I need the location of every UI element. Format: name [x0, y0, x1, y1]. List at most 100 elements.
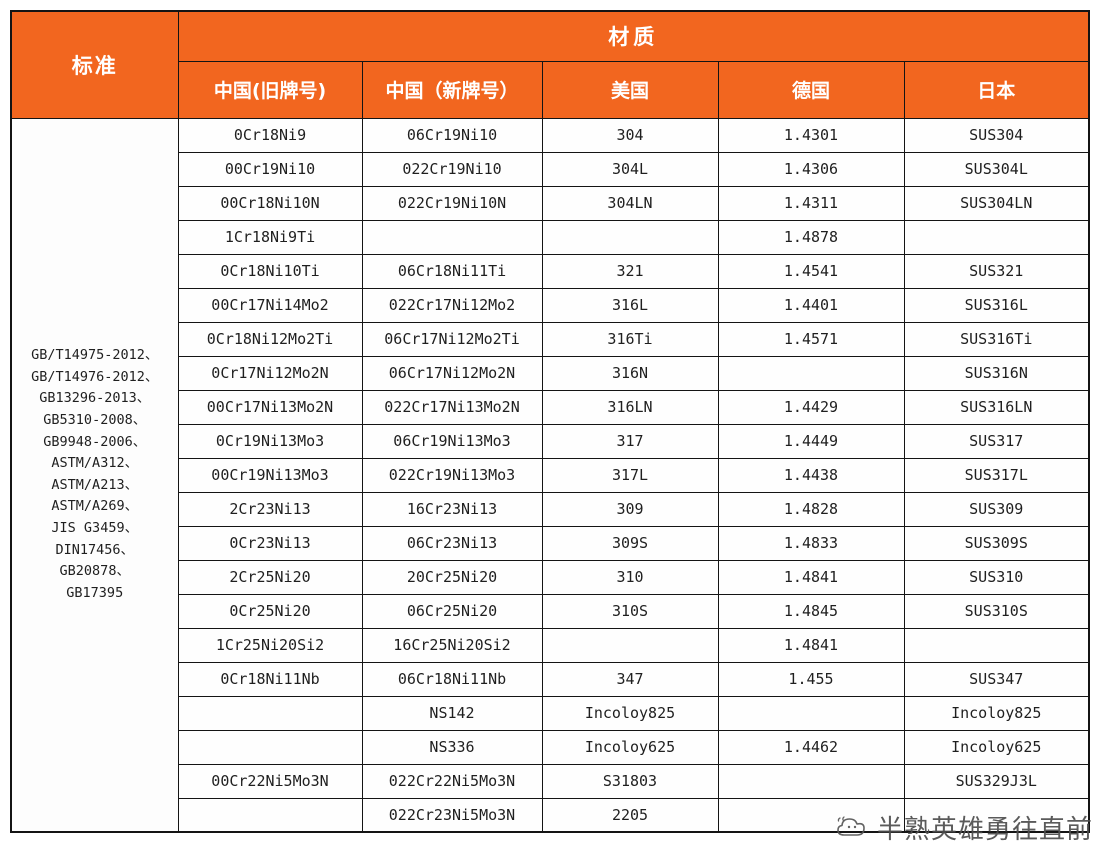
grade-cell: 1.4841	[717, 627, 905, 663]
standard-line: ASTM/A269、	[51, 498, 139, 515]
country-column-header: 德国	[717, 60, 905, 119]
grade-cell: 16Cr25Ni20Si2	[361, 627, 543, 663]
grade-cell: Incoloy625	[541, 729, 719, 765]
grade-cell: 00Cr22Ni5Mo3N	[177, 763, 363, 799]
grade-row: 1Cr18Ni9Ti 1.4878	[11, 219, 1090, 255]
grade-cell: SUS316Ti	[903, 321, 1090, 357]
grade-cell: 0Cr18Ni12Mo2Ti	[177, 321, 363, 357]
grade-cell: 06Cr25Ni20	[361, 593, 543, 629]
grade-cell: 347	[541, 661, 719, 697]
grade-cell: 1.4429	[717, 389, 905, 425]
grade-cell: SUS309S	[903, 525, 1090, 561]
grade-cell: 1.455	[717, 661, 905, 697]
grade-cell: 022Cr19Ni13Mo3	[361, 457, 543, 493]
grade-cell: 310	[541, 559, 719, 595]
grade-cell: 2Cr25Ni20	[177, 559, 363, 595]
grade-row: 00Cr22Ni5Mo3N 022Cr22Ni5Mo3N S31803 SUS329J…	[11, 763, 1090, 799]
country-header-row: 中国(旧牌号) 中国（新牌号） 美国 德国 日本	[11, 60, 1090, 119]
grade-cell: 316LN	[541, 389, 719, 425]
grade-cell: NS142	[361, 695, 543, 731]
grade-cell: 1.4541	[717, 253, 905, 289]
grade-cell: 20Cr25Ni20	[361, 559, 543, 595]
grade-cell: 304LN	[541, 185, 719, 221]
grade-cell: 0Cr19Ni13Mo3	[177, 423, 363, 459]
standard-line: GB13296-2013、	[39, 390, 151, 407]
watermark-text: 半熟英雄勇往直前	[876, 815, 1093, 845]
grade-cell: 316L	[541, 287, 719, 323]
standard-line: ASTM/A312、	[51, 455, 139, 472]
grade-row: 2Cr23Ni13 16Cr23Ni13 309 1.4828 SUS309	[11, 491, 1090, 527]
grade-cell: 1.4571	[717, 321, 905, 357]
grade-cell: 06Cr18Ni11Ti	[361, 253, 543, 289]
grade-cell: 1.4828	[717, 491, 905, 527]
grade-cell: SUS304	[903, 117, 1090, 153]
grade-cell: 309S	[541, 525, 719, 561]
grade-cell: 00Cr18Ni10N	[177, 185, 363, 221]
grade-cell: SUS316L	[903, 287, 1090, 323]
grade-cell: SUS310S	[903, 593, 1090, 629]
grade-cell	[717, 763, 905, 799]
grade-cell: 1.4845	[717, 593, 905, 629]
grade-cell: 316Ti	[541, 321, 719, 357]
grade-cell: 16Cr23Ni13	[361, 491, 543, 527]
grade-row: 022Cr23Ni5Mo3N 2205	[11, 797, 1090, 833]
watermark-sheep-icon	[835, 814, 871, 842]
grade-cell: 1.4311	[717, 185, 905, 221]
grade-cell: Incoloy825	[903, 695, 1090, 731]
grade-row: 0Cr17Ni12Mo2N 06Cr17Ni12Mo2N 316N SUS316N	[11, 355, 1090, 391]
grade-row: 2Cr25Ni20 20Cr25Ni20 310 1.4841 SUS310	[11, 559, 1090, 595]
grade-cell: SUS321	[903, 253, 1090, 289]
grade-cell: 1.4449	[717, 423, 905, 459]
standard-column-header: 标准	[10, 10, 179, 119]
grade-cell: 316N	[541, 355, 719, 391]
grade-cell: 06Cr19Ni13Mo3	[361, 423, 543, 459]
grade-cell: 1.4833	[717, 525, 905, 561]
grade-cell: 0Cr18Ni11Nb	[177, 661, 363, 697]
grade-cell	[177, 695, 363, 731]
grade-cell: 022Cr19Ni10	[361, 151, 543, 187]
grade-row: 00Cr17Ni14Mo2 022Cr17Ni12Mo2 316L 1.4401 SUS…	[11, 287, 1090, 323]
grade-cell: 1.4462	[717, 729, 905, 765]
grade-cell: SUS329J3L	[903, 763, 1090, 799]
grade-cell: 0Cr25Ni20	[177, 593, 363, 629]
grade-cell: SUS304LN	[903, 185, 1090, 221]
standard-line: GB/T14976-2012、	[31, 368, 159, 385]
grade-cell: 022Cr17Ni12Mo2	[361, 287, 543, 323]
standard-line: GB9948-2006、	[43, 433, 147, 450]
country-column-header: 美国	[541, 60, 719, 119]
grade-cell: 310S	[541, 593, 719, 629]
grade-cell	[361, 219, 543, 255]
grade-row: 1Cr25Ni20Si2 16Cr25Ni20Si2 1.4841	[11, 627, 1090, 663]
grade-cell	[541, 627, 719, 663]
grade-cell: 1Cr25Ni20Si2	[177, 627, 363, 663]
grade-cell	[717, 695, 905, 731]
grade-cell: Incoloy625	[903, 729, 1090, 765]
standard-line: GB/T14975-2012、	[31, 347, 159, 364]
grade-cell: SUS347	[903, 661, 1090, 697]
grade-cell: 022Cr17Ni13Mo2N	[361, 389, 543, 425]
grade-row: 0Cr19Ni13Mo3 06Cr19Ni13Mo3 317 1.4449 SUS317	[11, 423, 1090, 459]
grade-cell: 2Cr23Ni13	[177, 491, 363, 527]
watermark: 半熟英雄勇往直前	[835, 809, 1093, 846]
standard-line: GB20878、	[59, 563, 130, 580]
country-column-header: 中国（新牌号）	[361, 60, 543, 119]
grade-cell: 022Cr19Ni10N	[361, 185, 543, 221]
grade-cell: SUS304L	[903, 151, 1090, 187]
grade-cell: 0Cr17Ni12Mo2N	[177, 355, 363, 391]
grade-cell: 321	[541, 253, 719, 289]
grade-cell: 317L	[541, 457, 719, 493]
grade-cell: 317	[541, 423, 719, 459]
grade-cell: 304	[541, 117, 719, 153]
grade-row: 00Cr18Ni10N 022Cr19Ni10N 304LN 1.4311 SUS304…	[11, 185, 1090, 221]
standard-line: JIS G3459、	[51, 519, 139, 536]
grade-cell	[177, 729, 363, 765]
grade-cell	[903, 219, 1090, 255]
grade-cell: 06Cr23Ni13	[361, 525, 543, 561]
grade-cell: SUS317L	[903, 457, 1090, 493]
grade-cell	[903, 627, 1090, 663]
grade-row: 00Cr19Ni10 022Cr19Ni10 304L 1.4306 SUS304L	[11, 151, 1090, 187]
grade-row: NS142 Incoloy825 Incoloy825	[11, 695, 1090, 731]
grade-row: 0Cr18Ni10Ti 06Cr18Ni11Ti 321 1.4541 SUS321	[11, 253, 1090, 289]
grade-cell: SUS316LN	[903, 389, 1090, 425]
